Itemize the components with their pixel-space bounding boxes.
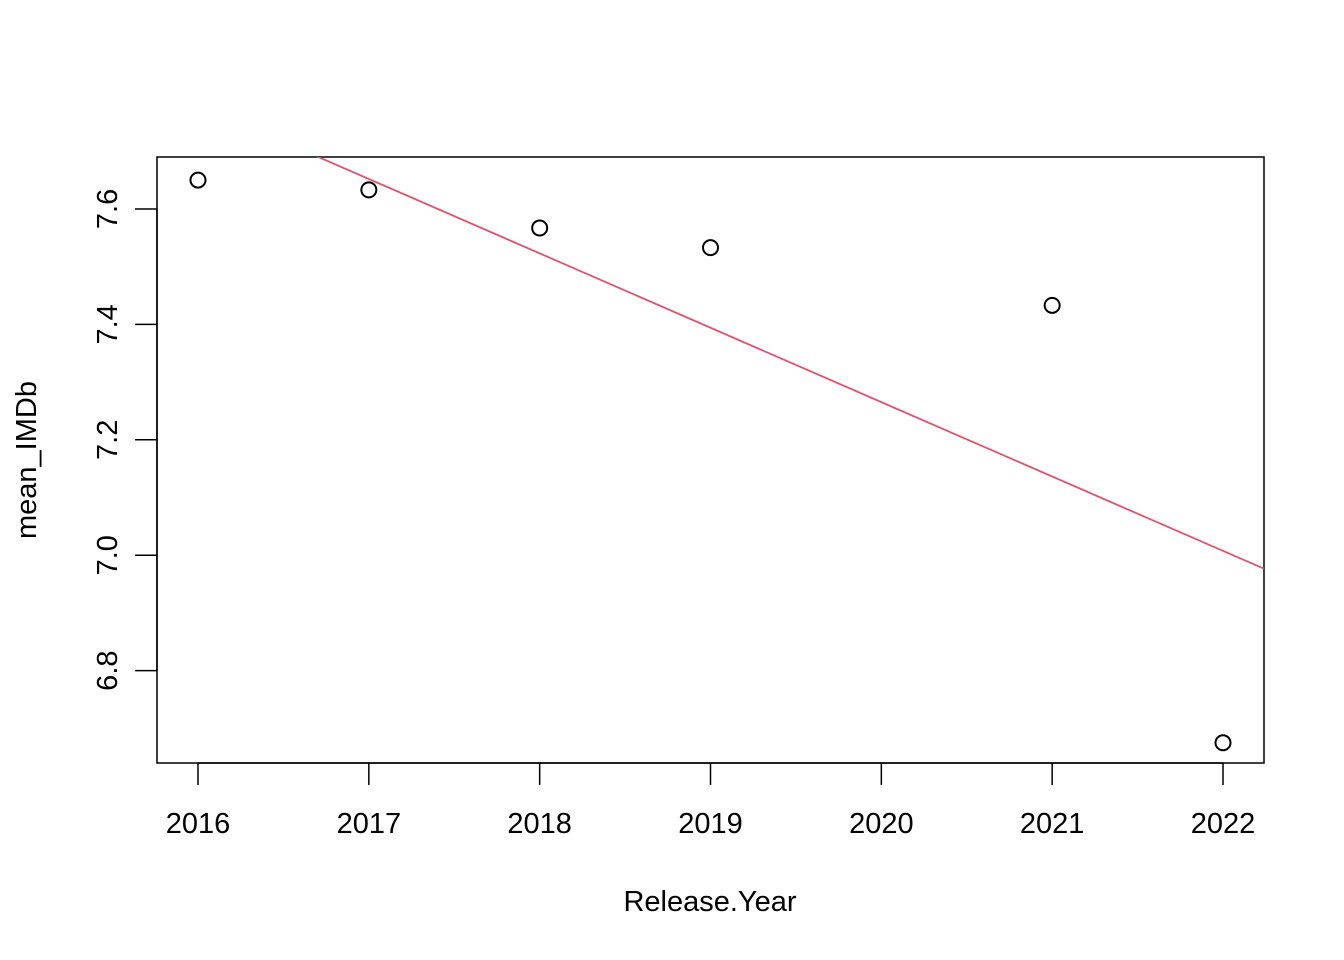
y-tick-label: 7.6 [92,189,124,229]
data-point [1214,734,1232,752]
data-point [360,181,378,199]
data-point [531,219,549,237]
x-tick-label: 2017 [337,808,402,840]
y-axis-title: mean_IMDb [11,381,43,539]
x-tick-label: 2022 [1191,808,1256,840]
x-tick-label: 2021 [1020,808,1085,840]
y-tick-label: 6.8 [92,650,124,690]
x-tick-label: 2016 [166,808,231,840]
data-point [189,171,207,189]
data-point [702,239,719,257]
y-tick-label: 7.0 [92,535,124,575]
x-axis-title: Release.Year [623,886,796,918]
x-axis: 2016 2017 2018 2019 2020 2021 2022 [166,762,1256,840]
y-tick-label: 7.2 [92,420,124,460]
regression-line [316,157,1264,570]
x-tick-label: 2019 [678,808,743,840]
y-axis: 6.8 7.0 7.2 7.4 7.6 [92,189,158,691]
data-point [1043,296,1061,314]
plot-frame [156,156,1265,764]
data-points [189,171,1232,752]
x-tick-label: 2018 [507,808,572,840]
x-tick-label: 2020 [849,808,914,840]
y-tick-label: 7.4 [92,304,124,344]
